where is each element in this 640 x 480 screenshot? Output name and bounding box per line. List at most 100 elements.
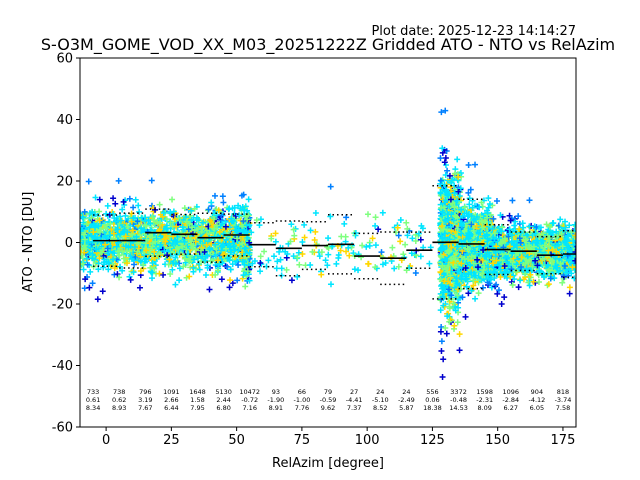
data-point bbox=[191, 256, 198, 263]
data-point bbox=[134, 218, 141, 225]
data-point bbox=[103, 258, 110, 265]
data-point bbox=[129, 231, 136, 238]
data-point bbox=[116, 252, 123, 259]
data-point bbox=[90, 221, 97, 228]
data-point bbox=[130, 269, 137, 276]
data-point bbox=[149, 214, 156, 221]
data-point bbox=[133, 233, 140, 240]
data-point bbox=[175, 215, 182, 222]
data-point bbox=[158, 233, 165, 240]
data-point bbox=[185, 226, 192, 233]
data-point bbox=[87, 268, 94, 275]
data-point bbox=[240, 272, 247, 279]
data-point bbox=[88, 214, 95, 221]
data-point bbox=[188, 238, 195, 245]
data-point bbox=[85, 233, 92, 240]
data-point bbox=[110, 230, 117, 237]
data-point bbox=[245, 196, 252, 203]
data-point bbox=[115, 177, 122, 184]
data-point bbox=[136, 284, 143, 291]
data-point bbox=[240, 223, 247, 230]
data-point bbox=[191, 223, 198, 230]
data-point bbox=[220, 199, 227, 206]
data-point bbox=[246, 239, 253, 246]
data-point bbox=[232, 227, 239, 234]
data-point bbox=[80, 260, 87, 267]
data-point bbox=[404, 232, 411, 239]
data-point bbox=[208, 258, 215, 265]
data-point bbox=[239, 275, 246, 282]
data-point bbox=[96, 217, 103, 224]
data-point bbox=[102, 241, 109, 248]
data-point bbox=[132, 196, 139, 203]
data-point bbox=[150, 217, 157, 224]
data-point bbox=[134, 248, 141, 255]
data-point bbox=[90, 229, 97, 236]
data-point bbox=[220, 230, 227, 237]
bin-std: 8.34 bbox=[86, 404, 100, 412]
data-point bbox=[202, 257, 209, 264]
data-point bbox=[99, 288, 106, 295]
data-point bbox=[96, 228, 103, 235]
data-point bbox=[190, 230, 197, 237]
data-point bbox=[138, 252, 145, 259]
data-point bbox=[391, 265, 398, 272]
data-point bbox=[126, 248, 133, 255]
data-point bbox=[268, 235, 275, 242]
data-point bbox=[81, 208, 88, 215]
data-point bbox=[120, 198, 127, 205]
data-point bbox=[135, 245, 142, 252]
data-point bbox=[188, 224, 195, 231]
data-point bbox=[110, 256, 117, 263]
data-point bbox=[231, 251, 238, 258]
data-point bbox=[205, 206, 212, 213]
data-point bbox=[222, 218, 229, 225]
data-point bbox=[149, 260, 156, 267]
data-point bbox=[372, 242, 379, 249]
data-point bbox=[111, 215, 118, 222]
data-point bbox=[100, 252, 107, 259]
data-point bbox=[161, 247, 168, 254]
data-point bbox=[231, 204, 238, 211]
data-point bbox=[164, 252, 171, 259]
data-point bbox=[165, 239, 172, 246]
data-point bbox=[246, 222, 253, 229]
data-point bbox=[181, 205, 188, 212]
data-point bbox=[172, 260, 179, 267]
data-point bbox=[235, 261, 242, 268]
data-point bbox=[183, 218, 190, 225]
data-point bbox=[379, 209, 386, 216]
data-point bbox=[202, 233, 209, 240]
data-point bbox=[214, 257, 221, 264]
data-point bbox=[138, 225, 145, 232]
data-point bbox=[95, 266, 102, 273]
data-point bbox=[220, 251, 227, 258]
data-point bbox=[199, 253, 206, 260]
data-point bbox=[186, 273, 193, 280]
data-point bbox=[131, 243, 138, 250]
data-point bbox=[225, 206, 232, 213]
data-point bbox=[156, 270, 163, 277]
data-point bbox=[218, 247, 225, 254]
data-point bbox=[86, 284, 93, 291]
data-point bbox=[93, 245, 100, 252]
data-point bbox=[223, 236, 230, 243]
data-point bbox=[136, 208, 143, 215]
data-point bbox=[81, 249, 88, 256]
data-point bbox=[212, 241, 219, 248]
data-point bbox=[83, 221, 90, 228]
data-point bbox=[107, 220, 114, 227]
data-point bbox=[239, 249, 246, 256]
data-point bbox=[95, 223, 102, 230]
data-point bbox=[232, 254, 238, 261]
data-point bbox=[218, 276, 225, 283]
data-point bbox=[122, 212, 129, 219]
data-point bbox=[227, 266, 234, 273]
data-point bbox=[128, 218, 135, 225]
data-point bbox=[138, 214, 145, 221]
data-point bbox=[194, 226, 201, 233]
data-point bbox=[112, 218, 119, 225]
data-point bbox=[131, 261, 138, 268]
data-point bbox=[197, 247, 204, 254]
data-point bbox=[327, 213, 334, 220]
